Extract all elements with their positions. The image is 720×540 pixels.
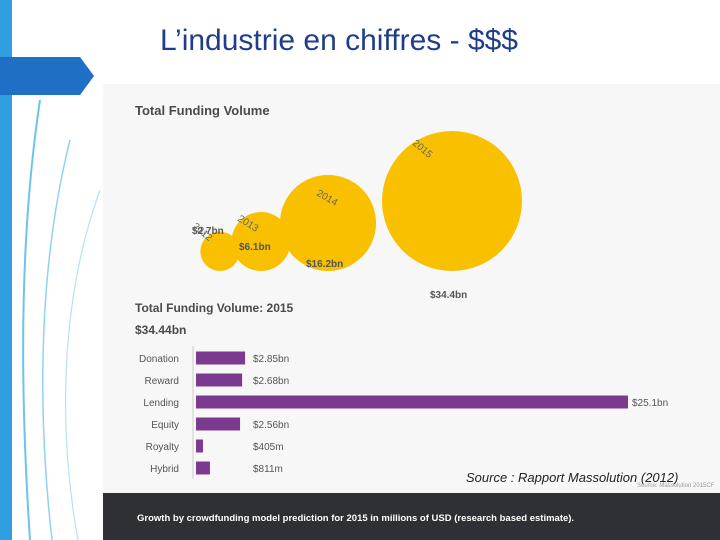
- bar-value-label: $2.68bn: [253, 376, 289, 387]
- bar-category-label: Lending: [143, 398, 179, 409]
- bubble-value-label: $6.1bn: [239, 242, 271, 253]
- bubble-value-label: $34.4bn: [430, 290, 467, 301]
- bar-category-label: Hybrid: [150, 464, 179, 475]
- bar-equity: [196, 417, 241, 431]
- slide-title: L’industrie en chiffres - $$$: [160, 24, 518, 57]
- bar-donation: [196, 351, 246, 365]
- bubble-value-label: $2.7bn: [192, 226, 224, 237]
- bubble-chart-title: Total Funding Volume: [135, 103, 270, 118]
- bubble-value-label: $16.2bn: [306, 259, 343, 270]
- bar-royalty: [196, 439, 203, 453]
- bar-reward: [196, 373, 243, 387]
- bubble-2012: [200, 231, 240, 271]
- left-accent-bar: [0, 0, 12, 540]
- bar-lending: [196, 395, 628, 409]
- infographic-panel: Total Funding Volume $2.7bn 2012 $6.1bn 2013…: [103, 84, 720, 493]
- decorative-lines: [22, 99, 101, 540]
- charts-canvas: Total Funding Volume$2.7bn2012$6.1bn2013…: [135, 103, 668, 479]
- bubble-2014: [279, 174, 377, 271]
- bar-category-label: Donation: [139, 354, 179, 365]
- bar-value-label: $405m: [253, 442, 284, 453]
- bar-category-label: Royalty: [146, 442, 179, 453]
- bar-chart-total: $34.44bn: [135, 323, 186, 337]
- bar-value-label: $2.56bn: [253, 420, 289, 431]
- footer-bar: Growth by crowdfunding model prediction …: [103, 493, 720, 540]
- bubble-2015: [382, 131, 522, 271]
- credit-note: Source: Massolution 2015CF: [637, 483, 715, 489]
- bar-chart-title: Total Funding Volume: 2015: [135, 301, 294, 315]
- left-arrow-tab: [0, 57, 94, 95]
- bubble-2013: [231, 212, 291, 271]
- bar-value-label: $2.85bn: [253, 354, 289, 365]
- bar-category-label: Equity: [151, 420, 179, 431]
- source-note: Source : Rapport Massolution (2012): [466, 470, 679, 485]
- bar-category-label: Reward: [145, 376, 179, 387]
- footer-text: Growth by crowdfunding model prediction …: [137, 513, 575, 524]
- bar-hybrid: [196, 461, 210, 475]
- bar-value-label: $811m: [253, 464, 283, 475]
- bar-value-label: $25.1bn: [632, 398, 668, 409]
